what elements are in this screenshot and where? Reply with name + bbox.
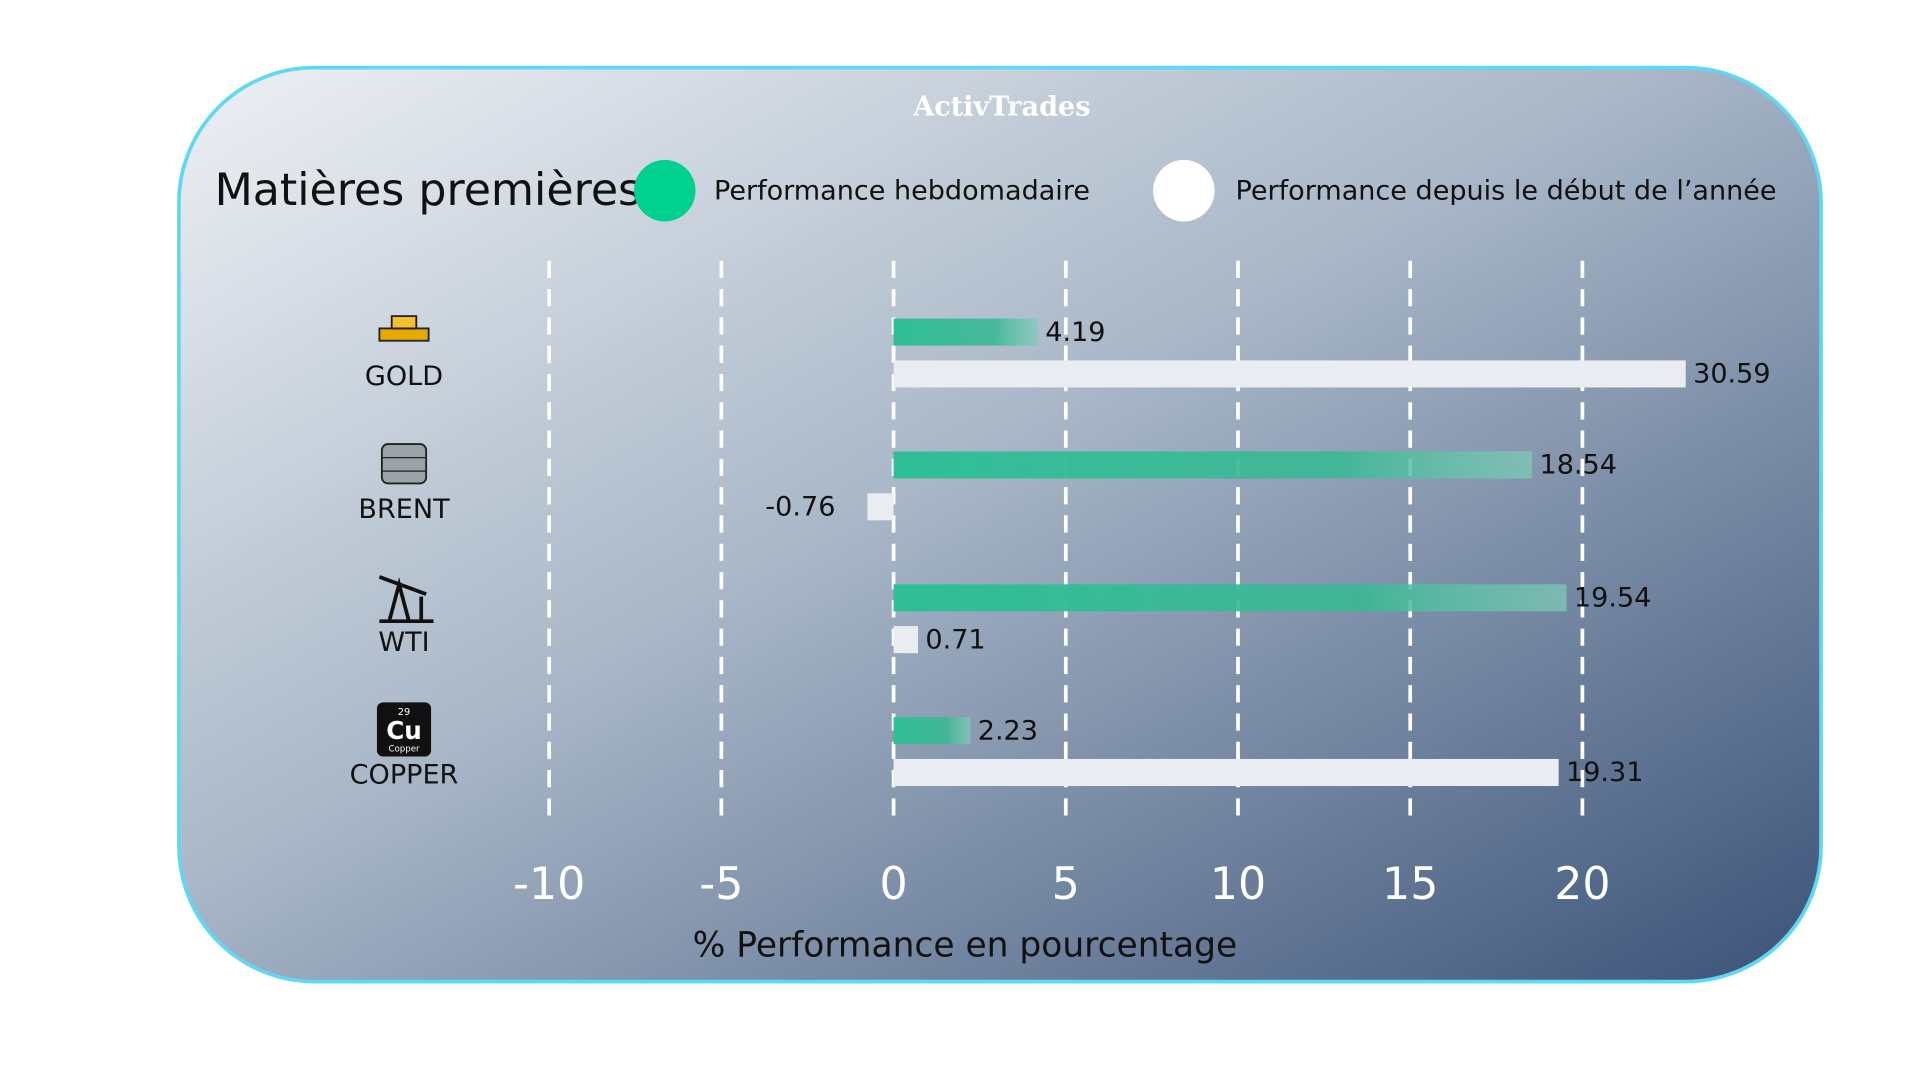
legend-label: Performance hebdomadaire — [714, 175, 1090, 206]
x-tick-label: 10 — [1210, 859, 1266, 910]
icon-shape — [376, 702, 432, 757]
bar — [893, 318, 1038, 346]
icon-text: 29 — [398, 707, 411, 718]
brand: ActivTrades — [912, 92, 1090, 123]
bar — [893, 360, 1686, 388]
icon-shape — [390, 315, 418, 330]
icon-shape — [380, 443, 428, 485]
value-label: 30.59 — [1693, 359, 1770, 390]
value-label: -0.76 — [765, 492, 835, 523]
y-tick-label: COPPER — [350, 760, 459, 791]
x-tick-label: 20 — [1554, 859, 1610, 910]
category-icon — [378, 315, 430, 342]
icon-text: Copper — [388, 745, 420, 755]
value-label: 4.19 — [1045, 317, 1105, 348]
y-tick-label: WTI — [378, 627, 429, 658]
bar — [893, 451, 1533, 479]
y-tick-label: BRENT — [358, 494, 450, 525]
bar — [867, 493, 894, 521]
category-icon — [378, 575, 434, 624]
icon-shape — [378, 575, 434, 624]
y-tick-label: GOLD — [365, 361, 443, 392]
icon-shape — [378, 327, 430, 342]
bar — [893, 758, 1559, 787]
x-tick-label: 5 — [1052, 859, 1080, 910]
icon-text: Cu — [386, 716, 422, 745]
legend-swatch — [634, 159, 696, 222]
legend-label: Performance depuis le début de l’année — [1236, 175, 1777, 206]
value-label: 0.71 — [925, 624, 985, 655]
x-tick-label: -5 — [699, 859, 743, 910]
bar — [893, 717, 971, 745]
x-axis-label: % Performance en pourcentage — [693, 926, 1238, 966]
bar — [893, 584, 1567, 612]
bar — [893, 626, 919, 654]
value-label: 2.23 — [978, 715, 1038, 746]
value-label: 19.31 — [1566, 757, 1643, 788]
chart-title: Matières premières — [215, 165, 642, 216]
legend: Performance hebdomadaire Performance depu… — [634, 159, 1777, 222]
x-tick-label: 0 — [879, 859, 907, 910]
x-tick-label: 15 — [1382, 859, 1438, 910]
value-label: 19.54 — [1574, 583, 1651, 614]
labels: GOLDBRENTWTI29CuCopperCOPPER4.1918.5419.… — [350, 315, 1771, 791]
category-icon — [380, 443, 428, 485]
legend-swatch — [1153, 159, 1215, 222]
x-tick-label: -10 — [513, 859, 585, 910]
bars — [867, 318, 1686, 787]
value-label: 18.54 — [1540, 450, 1617, 481]
